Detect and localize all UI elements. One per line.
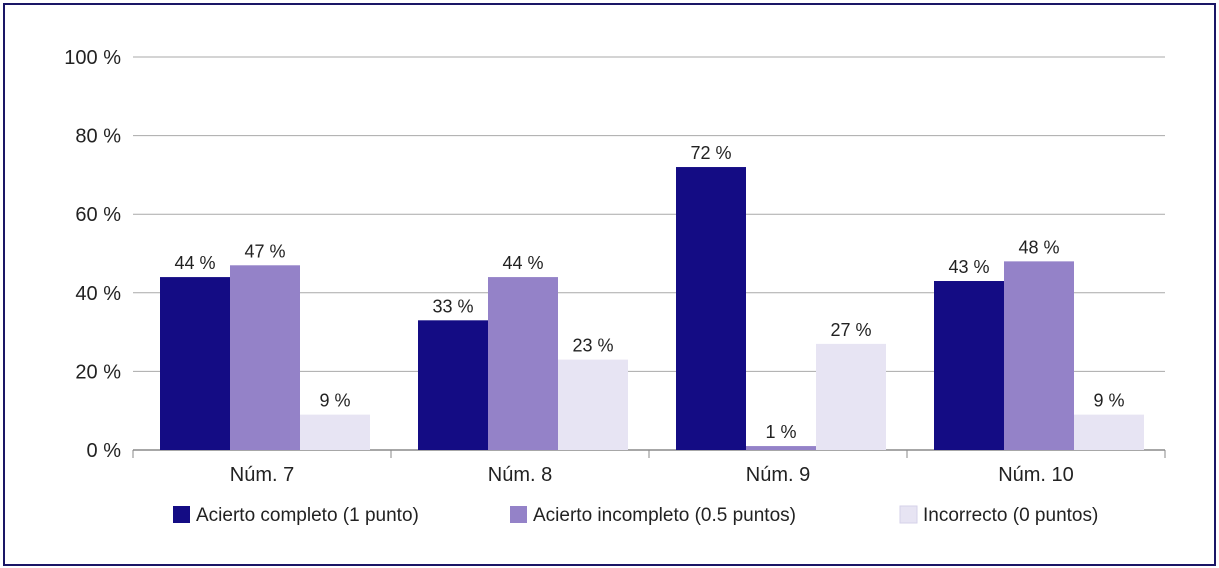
x-tick-label: Núm. 10 bbox=[998, 464, 1074, 486]
data-label: 43 % bbox=[948, 257, 989, 277]
y-tick-label: 40 % bbox=[75, 283, 121, 305]
bar bbox=[1004, 261, 1074, 450]
y-tick-label: 0 % bbox=[87, 440, 122, 462]
bar bbox=[746, 446, 816, 450]
legend-swatch bbox=[899, 505, 918, 524]
legend-entry: Acierto completo (1 punto) bbox=[196, 505, 419, 526]
data-label: 44 % bbox=[174, 253, 215, 273]
bar bbox=[488, 277, 558, 450]
data-label: 72 % bbox=[690, 143, 731, 163]
legend-entry: Incorrecto (0 puntos) bbox=[923, 505, 1098, 526]
data-label: 33 % bbox=[432, 296, 473, 316]
bar bbox=[160, 277, 230, 450]
data-label: 48 % bbox=[1018, 237, 1059, 257]
data-label: 27 % bbox=[830, 320, 871, 340]
bar bbox=[558, 359, 628, 450]
data-label: 23 % bbox=[572, 336, 613, 356]
y-tick-label: 60 % bbox=[75, 204, 121, 226]
y-tick-label: 80 % bbox=[75, 126, 121, 148]
bar bbox=[300, 414, 370, 450]
legend-swatch bbox=[173, 506, 190, 523]
y-tick-label: 20 % bbox=[75, 361, 121, 383]
bar bbox=[418, 320, 488, 450]
data-label: 9 % bbox=[319, 391, 350, 411]
data-label: 9 % bbox=[1093, 391, 1124, 411]
legend-swatch bbox=[510, 506, 527, 523]
bar bbox=[230, 265, 300, 450]
bar bbox=[676, 167, 746, 451]
x-tick-label: Núm. 9 bbox=[746, 464, 810, 486]
data-label: 44 % bbox=[502, 253, 543, 273]
x-tick-label: Núm. 8 bbox=[488, 464, 552, 486]
bar bbox=[934, 281, 1004, 450]
bar bbox=[816, 343, 886, 450]
bar bbox=[1074, 414, 1144, 450]
x-tick-label: Núm. 7 bbox=[230, 464, 294, 486]
data-label: 47 % bbox=[244, 241, 285, 261]
data-label: 1 % bbox=[765, 422, 796, 442]
legend-entry: Acierto incompleto (0.5 puntos) bbox=[533, 505, 796, 526]
y-tick-label: 100 % bbox=[64, 47, 121, 69]
